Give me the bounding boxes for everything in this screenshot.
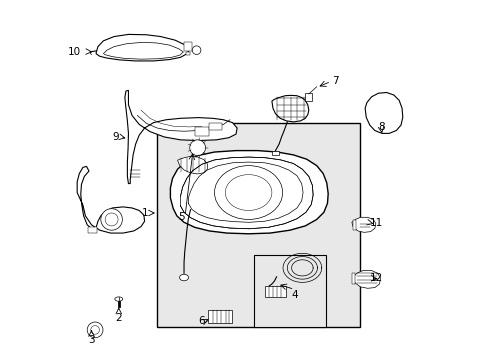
Text: 12: 12 (370, 273, 383, 283)
Bar (353, 220, 356, 230)
Text: 1: 1 (142, 208, 149, 218)
Bar (195, 127, 209, 136)
Bar (208, 310, 232, 323)
Polygon shape (353, 270, 381, 288)
Polygon shape (365, 93, 403, 134)
Text: 6: 6 (198, 316, 205, 325)
Text: 2: 2 (116, 314, 122, 323)
Bar (305, 93, 312, 101)
Ellipse shape (115, 297, 122, 301)
Text: 10: 10 (68, 46, 81, 57)
Bar (186, 51, 190, 55)
Bar (265, 286, 286, 297)
Circle shape (101, 209, 122, 230)
Circle shape (190, 140, 205, 156)
Bar (88, 226, 97, 233)
Circle shape (105, 213, 118, 226)
Circle shape (87, 322, 103, 338)
Bar (254, 255, 326, 327)
Polygon shape (125, 90, 237, 184)
Polygon shape (171, 150, 328, 234)
Circle shape (91, 325, 99, 334)
Bar (157, 123, 360, 327)
Ellipse shape (179, 274, 189, 281)
Text: 5: 5 (178, 212, 185, 221)
Polygon shape (352, 217, 376, 232)
Polygon shape (177, 156, 207, 174)
Text: 9: 9 (112, 132, 119, 142)
Polygon shape (272, 95, 309, 122)
Bar (272, 150, 279, 155)
Text: 3: 3 (88, 335, 95, 345)
Text: 8: 8 (378, 122, 385, 132)
Bar (184, 42, 192, 51)
Ellipse shape (225, 175, 272, 211)
Polygon shape (77, 166, 145, 233)
Bar (352, 273, 355, 284)
Text: 4: 4 (291, 291, 298, 301)
Text: 7: 7 (332, 76, 339, 86)
Ellipse shape (215, 166, 283, 220)
Bar (209, 123, 221, 130)
Text: 11: 11 (370, 218, 383, 228)
Polygon shape (96, 35, 190, 61)
Circle shape (192, 46, 201, 54)
